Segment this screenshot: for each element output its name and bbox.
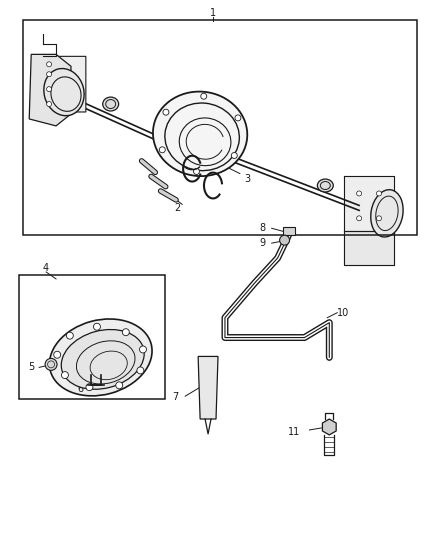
Circle shape [137,367,144,374]
Polygon shape [198,357,218,419]
Ellipse shape [318,179,333,192]
Polygon shape [344,175,394,231]
Circle shape [46,72,52,77]
Ellipse shape [153,92,247,176]
Polygon shape [43,56,86,116]
Circle shape [122,329,129,336]
Text: 1: 1 [210,7,216,18]
Text: 5: 5 [28,362,34,373]
Text: 4: 4 [43,263,49,273]
Circle shape [159,147,165,153]
Circle shape [45,358,57,370]
Circle shape [194,168,199,174]
Circle shape [116,382,123,389]
Circle shape [377,191,381,196]
Circle shape [140,346,146,353]
Polygon shape [344,231,394,265]
Circle shape [201,93,207,99]
Circle shape [46,87,52,92]
Polygon shape [322,419,336,435]
Ellipse shape [44,69,84,116]
Text: 2: 2 [174,204,180,213]
Text: 8: 8 [260,223,266,233]
Text: 3: 3 [245,174,251,183]
Ellipse shape [61,329,144,389]
Polygon shape [29,54,71,126]
Circle shape [86,384,93,391]
Circle shape [357,191,362,196]
Ellipse shape [371,190,403,237]
Circle shape [61,372,68,378]
Circle shape [377,216,381,221]
Circle shape [231,152,237,158]
Ellipse shape [49,319,152,396]
Text: 9: 9 [260,238,266,248]
Circle shape [163,109,169,115]
Bar [19,275,165,399]
Text: 10: 10 [337,308,350,318]
Circle shape [357,216,362,221]
Text: 7: 7 [172,392,178,402]
Circle shape [54,351,61,358]
Circle shape [93,323,100,330]
Bar [283,227,294,235]
Text: 11: 11 [288,427,300,437]
Bar [23,20,417,235]
Circle shape [279,235,290,245]
Circle shape [46,62,52,67]
Circle shape [46,102,52,107]
Text: 6: 6 [78,384,84,394]
Circle shape [67,332,73,339]
Ellipse shape [103,97,119,111]
Circle shape [235,115,241,121]
